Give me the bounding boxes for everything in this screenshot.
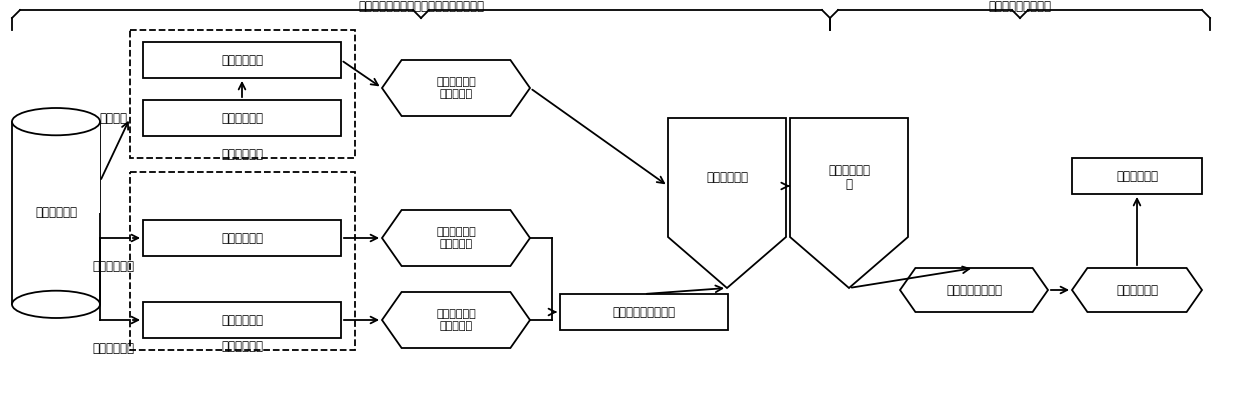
- Text: 用户相似性网
络: 用户相似性网 络: [828, 164, 870, 191]
- Bar: [130, 30, 355, 158]
- Bar: [1073, 158, 1202, 194]
- Bar: [12, 122, 99, 213]
- Text: 用户社交信息: 用户社交信息: [222, 340, 263, 353]
- Text: 用户相似度计算与用户相似性网络的构建: 用户相似度计算与用户相似性网络的构建: [358, 0, 484, 13]
- Text: 社区划分结果: 社区划分结果: [1116, 169, 1158, 182]
- Text: 用户兴趣集合: 用户兴趣集合: [221, 53, 263, 67]
- Text: 免疫网络模型构建: 免疫网络模型构建: [946, 284, 1002, 297]
- Polygon shape: [1073, 268, 1202, 312]
- Polygon shape: [790, 118, 908, 288]
- Text: 用户关注信息
相似度计算: 用户关注信息 相似度计算: [436, 309, 476, 331]
- Polygon shape: [382, 210, 529, 266]
- Bar: [143, 220, 341, 256]
- Text: 用户粉丝信息: 用户粉丝信息: [221, 231, 263, 244]
- Text: 用户兴趣信息
相似度计算: 用户兴趣信息 相似度计算: [436, 77, 476, 99]
- Ellipse shape: [12, 290, 100, 318]
- Text: 博文信息: 博文信息: [99, 111, 126, 124]
- Bar: [143, 100, 341, 136]
- Text: 社区划分与社区优化: 社区划分与社区优化: [988, 0, 1052, 13]
- Text: 用户社交信息相似度: 用户社交信息相似度: [613, 306, 676, 319]
- Bar: [560, 294, 728, 330]
- Text: 用户兴趣信息: 用户兴趣信息: [222, 148, 263, 161]
- Text: 免疫网络优化: 免疫网络优化: [1116, 284, 1158, 297]
- Ellipse shape: [12, 108, 100, 135]
- Text: 用户关注信息: 用户关注信息: [221, 313, 263, 326]
- Text: 微博社交网络: 微博社交网络: [35, 206, 77, 220]
- Text: 用户粉丝信息
相似度计算: 用户粉丝信息 相似度计算: [436, 227, 476, 249]
- Bar: [143, 302, 341, 338]
- Polygon shape: [382, 292, 529, 348]
- Bar: [130, 172, 355, 350]
- Text: 关注信息提取: 关注信息提取: [92, 341, 134, 355]
- Text: 粉丝信息提取: 粉丝信息提取: [92, 259, 134, 273]
- Polygon shape: [900, 268, 1048, 312]
- Bar: [143, 42, 341, 78]
- Text: 用户博文主题: 用户博文主题: [221, 111, 263, 124]
- Bar: [12, 122, 100, 304]
- Polygon shape: [668, 118, 786, 288]
- Polygon shape: [382, 60, 529, 116]
- Text: 无向加权网络: 无向加权网络: [706, 171, 748, 184]
